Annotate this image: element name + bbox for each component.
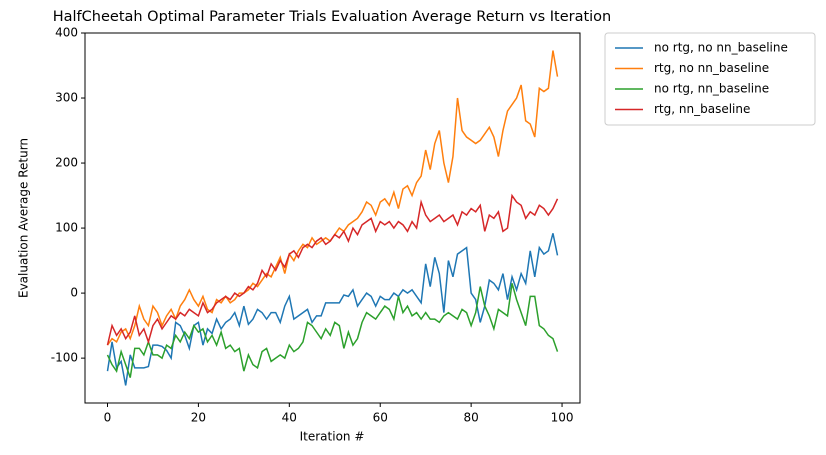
x-tick-label: 20 (191, 411, 206, 425)
y-tick-label: 0 (70, 286, 78, 300)
y-tick-label: 100 (55, 221, 78, 235)
y-axis-label: Evaluation Average Return (17, 138, 31, 298)
line-series (106, 193, 559, 346)
legend-label: rtg, no nn_baseline (654, 61, 769, 75)
x-tick-label: 0 (104, 411, 112, 425)
line-series (106, 283, 559, 378)
x-tick-label: 100 (551, 411, 574, 425)
legend-label: no rtg, no nn_baseline (654, 41, 788, 55)
y-tick-label: -100 (51, 351, 78, 365)
y-tick-label: 300 (55, 91, 78, 105)
legend-label: no rtg, nn_baseline (654, 82, 769, 96)
y-tick-label: 200 (55, 156, 78, 170)
plot-frame (84, 32, 581, 404)
legend-box (604, 32, 816, 126)
x-tick-label: 40 (282, 411, 297, 425)
x-tick-label: 60 (373, 411, 388, 425)
chart-title: HalfCheetah Optimal Parameter Trials Eva… (53, 9, 612, 25)
x-axis-label: Iteration # (300, 430, 365, 444)
line-series (106, 233, 559, 386)
x-tick-label: 80 (463, 411, 478, 425)
line-series (106, 50, 559, 346)
y-tick-label: 400 (55, 26, 78, 40)
legend-label: rtg, nn_baseline (654, 102, 750, 116)
